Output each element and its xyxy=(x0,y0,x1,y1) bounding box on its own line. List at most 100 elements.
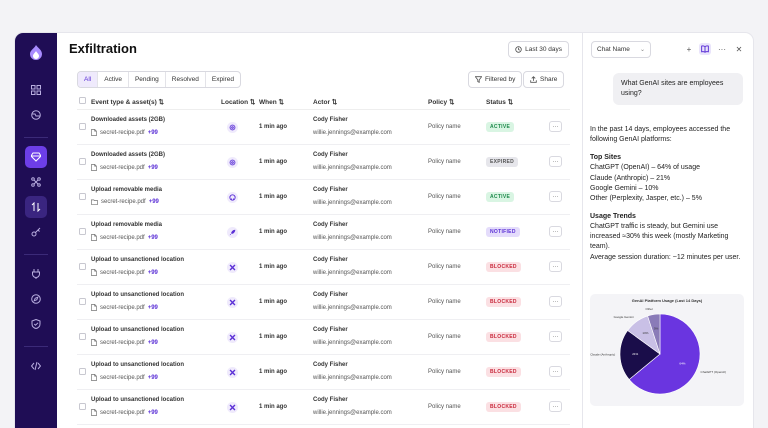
row-checkbox[interactable] xyxy=(79,193,86,200)
more-horizontal-icon[interactable]: ··· xyxy=(718,44,726,54)
share-button[interactable]: Share xyxy=(523,71,565,88)
asset-link[interactable]: secret-recipe.pdf +99 xyxy=(91,129,158,136)
tab-pending[interactable]: Pending xyxy=(129,72,166,87)
close-icon[interactable]: ✕ xyxy=(735,44,743,54)
asset-link[interactable]: secret-recipe.pdf +99 xyxy=(91,304,158,311)
asset-link[interactable]: secret-recipe.pdf +99 xyxy=(91,164,158,171)
tab-resolved[interactable]: Resolved xyxy=(166,72,206,87)
event-time: 1 min ago xyxy=(259,229,288,235)
asset-filename: secret-recipe.pdf xyxy=(100,234,145,241)
asset-link[interactable]: secret-recipe.pdf +99 xyxy=(91,409,158,416)
brand-logo-icon[interactable] xyxy=(27,43,45,61)
event-time: 1 min ago xyxy=(259,124,288,130)
more-assets-count[interactable]: +99 xyxy=(147,374,158,381)
pie-category-label: Google Gemini xyxy=(614,315,634,319)
row-checkbox[interactable] xyxy=(79,228,86,235)
book-icon[interactable] xyxy=(699,43,711,55)
shield-icon[interactable] xyxy=(25,313,47,335)
rail-divider xyxy=(24,254,48,255)
tab-all[interactable]: All xyxy=(78,72,99,87)
more-assets-count[interactable]: +99 xyxy=(148,199,159,205)
row-actions-button[interactable]: ··· xyxy=(549,226,562,237)
filtered-by-button[interactable]: Filtered by xyxy=(468,71,523,88)
date-range-button[interactable]: Last 30 days xyxy=(508,41,569,58)
app-window: Exfiltration Last 30 days All Active Pen… xyxy=(15,33,753,428)
event-time: 1 min ago xyxy=(259,404,288,410)
compass-icon[interactable] xyxy=(25,288,47,310)
row-checkbox[interactable] xyxy=(79,263,86,270)
row-actions-button[interactable]: ··· xyxy=(549,331,562,342)
actor-email: willie.jennings@example.com xyxy=(313,235,392,241)
plus-icon[interactable]: + xyxy=(686,44,692,54)
more-assets-count[interactable]: +99 xyxy=(147,164,158,171)
row-checkbox[interactable] xyxy=(79,333,86,340)
transfer-arrows-icon[interactable] xyxy=(25,196,47,218)
pie-value-label: 21% xyxy=(632,352,638,356)
table-header: Event type & asset(s) ⇅ Location ⇅ When … xyxy=(77,94,570,110)
status-badge: BLOCKED xyxy=(486,367,521,377)
more-assets-count[interactable]: +99 xyxy=(147,269,158,276)
row-actions-button[interactable]: ··· xyxy=(549,296,562,307)
select-all-checkbox[interactable] xyxy=(79,97,86,104)
connections-icon[interactable] xyxy=(25,171,47,193)
row-actions-button[interactable]: ··· xyxy=(549,261,562,272)
asset-link[interactable]: secret-recipe.pdf +99 xyxy=(91,234,158,241)
top-sites-heading: Top Sites xyxy=(590,154,621,162)
page-title: Exfiltration xyxy=(69,41,137,56)
row-checkbox[interactable] xyxy=(79,158,86,165)
dashboard-icon[interactable] xyxy=(25,79,47,101)
row-actions-button[interactable]: ··· xyxy=(549,121,562,132)
pie-value-label: 10% xyxy=(642,331,648,335)
table-row[interactable]: Upload removable media secret-recipe.pdf… xyxy=(77,215,570,250)
table-row[interactable]: Downloaded assets (2GB) secret-recipe.pd… xyxy=(77,145,570,180)
chat-name-select[interactable]: Chat Name ⌄ xyxy=(591,41,651,58)
actor-email: willie.jennings@example.com xyxy=(313,200,392,206)
row-checkbox[interactable] xyxy=(79,403,86,410)
asset-link[interactable]: secret-recipe.pdf +99 xyxy=(91,199,159,205)
usage-trends-text: ChatGPT traffic is steady, but Gemini us… xyxy=(590,223,729,251)
asset-link[interactable]: secret-recipe.pdf +99 xyxy=(91,374,158,381)
diamond-icon[interactable] xyxy=(25,146,47,168)
row-checkbox[interactable] xyxy=(79,298,86,305)
asset-link[interactable]: secret-recipe.pdf +99 xyxy=(91,269,158,276)
more-assets-count[interactable]: +99 xyxy=(147,339,158,346)
tab-active[interactable]: Active xyxy=(98,72,129,87)
event-time: 1 min ago xyxy=(259,334,288,340)
table-row[interactable]: Downloaded assets (2GB) secret-recipe.pd… xyxy=(77,110,570,145)
more-assets-count[interactable]: +99 xyxy=(147,409,158,416)
assistant-message: In the past 14 days, employees accessed … xyxy=(590,125,748,263)
table-row[interactable]: Upload to unsanctioned location secret-r… xyxy=(77,355,570,390)
more-assets-count[interactable]: +99 xyxy=(147,304,158,311)
row-checkbox[interactable] xyxy=(79,123,86,130)
col-policy-header[interactable]: Policy ⇅ xyxy=(428,99,455,106)
more-assets-count[interactable]: +99 xyxy=(147,129,158,136)
table-row[interactable]: Upload removable media secret-recipe.pdf… xyxy=(77,180,570,215)
table-row[interactable]: Upload to unsanctioned location secret-r… xyxy=(77,390,570,425)
col-actor-header[interactable]: Actor ⇅ xyxy=(313,99,338,106)
event-time: 1 min ago xyxy=(259,194,288,200)
col-when-header[interactable]: When ⇅ xyxy=(259,99,284,106)
event-type: Downloaded assets (2GB) xyxy=(91,152,166,158)
table-row[interactable]: Upload to unsanctioned location secret-r… xyxy=(77,285,570,320)
more-assets-count[interactable]: +99 xyxy=(147,234,158,241)
table-row[interactable]: Upload to unsanctioned location secret-r… xyxy=(77,320,570,355)
row-actions-button[interactable]: ··· xyxy=(549,401,562,412)
chart-title: GenAI Platform Usage (Last 14 Days) xyxy=(631,298,703,303)
tab-expired[interactable]: Expired xyxy=(211,76,234,83)
row-actions-button[interactable]: ··· xyxy=(549,191,562,202)
asset-link[interactable]: secret-recipe.pdf +99 xyxy=(91,339,158,346)
table-row[interactable]: Upload to unsanctioned location secret-r… xyxy=(77,250,570,285)
col-event-header[interactable]: Event type & asset(s) ⇅ xyxy=(91,99,165,106)
col-location-header[interactable]: Location ⇅ xyxy=(221,99,256,106)
row-checkbox[interactable] xyxy=(79,368,86,375)
row-actions-button[interactable]: ··· xyxy=(549,156,562,167)
status-badge: BLOCKED xyxy=(486,332,521,342)
pie-value-label: 64% xyxy=(679,362,685,366)
globe-icon[interactable] xyxy=(25,104,47,126)
col-status-header[interactable]: Status ⇅ xyxy=(486,99,514,106)
plug-icon[interactable] xyxy=(25,263,47,285)
code-icon[interactable] xyxy=(25,355,47,377)
row-actions-button[interactable]: ··· xyxy=(549,366,562,377)
key-icon[interactable] xyxy=(25,221,47,243)
file-icon xyxy=(91,234,97,241)
